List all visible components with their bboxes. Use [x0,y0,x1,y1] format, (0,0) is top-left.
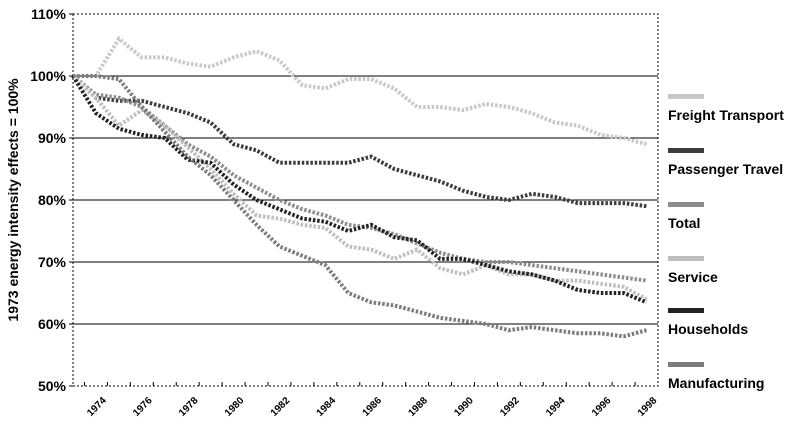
legend: Freight Transport Passenger Travel Total Se… [668,94,784,391]
x-tick-label: 1994 [544,395,568,419]
series-line-passenger-travel [71,74,647,209]
legend-swatch-manufacturing [668,362,704,367]
legend-swatch-freight-transport [668,94,704,99]
y-tick-label: 110% [31,6,67,22]
series-line-freight-transport [73,35,648,147]
x-tick-label: 1980 [223,395,247,419]
legend-swatch-households [668,308,704,313]
legend-swatch-total [668,202,704,207]
x-axis-ticks: 1974 1976 1978 1980 1982 1984 1986 1988 1990 1992… [83,382,660,419]
legend-label-manufacturing: Manufacturing [668,375,764,391]
legend-label-freight-transport: Freight Transport [668,107,784,123]
y-tick-label: 80% [38,192,67,208]
x-tick-label: 1976 [131,395,155,419]
series-line-households [71,74,648,305]
legend-label-service: Service [668,269,718,285]
y-axis-ticks: 50% 60% 70% 80% 90% 100% 110% [30,6,73,394]
legend-label-households: Households [668,321,748,337]
series-line-manufacturing [73,74,648,339]
x-tick-label: 1984 [315,395,339,419]
x-tick-label: 1992 [498,395,522,419]
y-tick-label: 50% [38,378,67,394]
x-tick-label: 1996 [590,395,614,419]
x-tick-label: 1974 [85,395,109,419]
legend-label-passenger-travel: Passenger Travel [668,161,783,177]
legend-swatch-service [668,256,704,261]
gridlines [73,75,658,325]
x-tick-label: 1986 [361,395,385,419]
x-tick-label: 1990 [452,395,476,419]
y-tick-label: 100% [30,68,66,84]
y-axis-title: 1973 energy intensity effects = 100% [5,78,21,322]
x-tick-label: 1988 [406,395,430,419]
series-lines [71,35,648,339]
y-tick-label: 70% [38,254,67,270]
x-tick-label: 1982 [269,395,293,419]
series-line-service [71,74,648,301]
x-tick-label: 1998 [636,395,660,419]
legend-label-total: Total [668,215,700,231]
y-tick-label: 60% [38,316,67,332]
y-tick-label: 90% [38,130,67,146]
x-tick-label: 1978 [177,395,201,419]
legend-swatch-passenger-travel [668,148,704,153]
